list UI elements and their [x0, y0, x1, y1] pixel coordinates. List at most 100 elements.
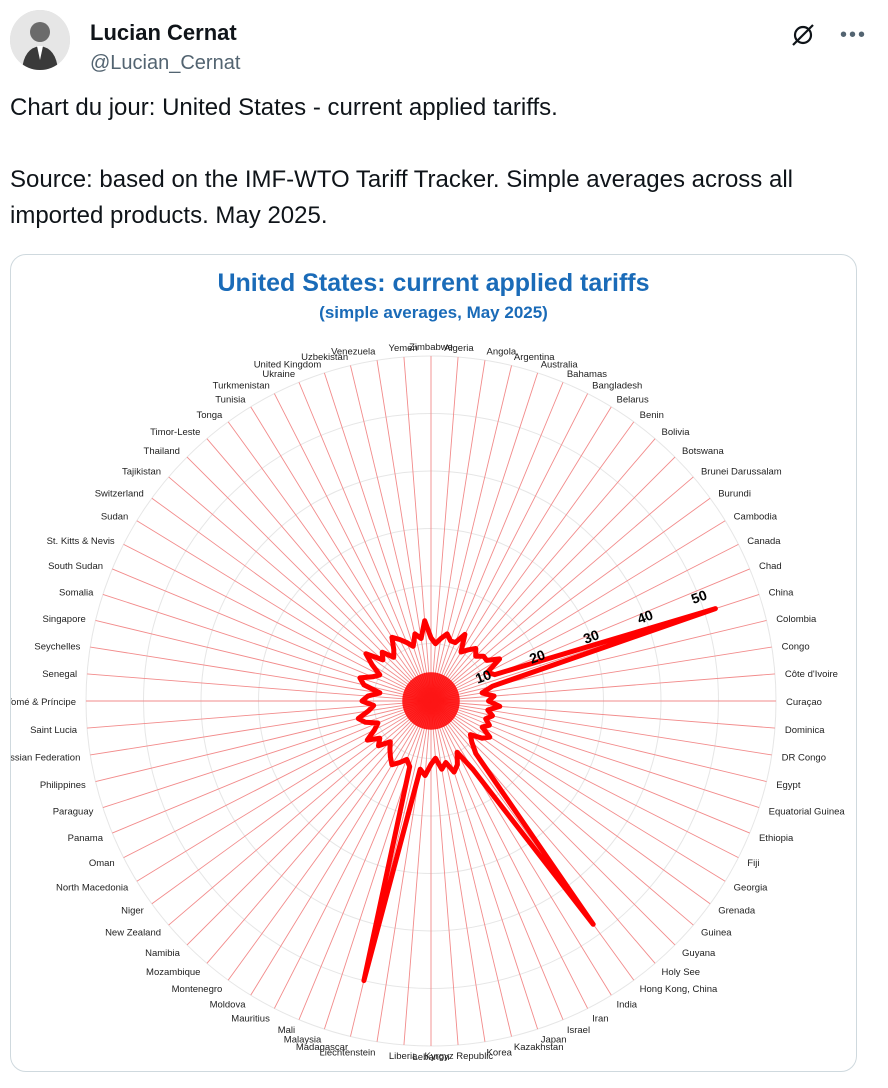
more-dots-icon[interactable]: ••• — [840, 24, 868, 46]
data-point — [373, 728, 377, 732]
data-point — [480, 691, 484, 695]
data-point — [487, 699, 490, 703]
spoke — [430, 700, 539, 1030]
data-point — [356, 716, 360, 720]
data-point — [455, 750, 459, 754]
data-point — [366, 694, 370, 698]
data-point — [365, 738, 369, 742]
data-point — [413, 632, 417, 636]
r-tick-label: 50 — [689, 587, 709, 607]
category-label: Panama — [68, 833, 104, 844]
category-label: Thailand — [144, 446, 180, 457]
category-label: Benin — [640, 410, 664, 421]
category-label: Russian Federation — [11, 753, 80, 764]
spoke — [430, 438, 656, 702]
tweet-text-line2: Source: based on the IMF-WTO Tariff Trac… — [10, 166, 793, 229]
spoke — [403, 357, 432, 702]
category-label: United Kingdom — [254, 359, 322, 370]
avatar-photo-icon — [10, 10, 70, 70]
spoke — [323, 372, 432, 702]
category-label: Fiji — [747, 858, 759, 869]
data-point — [491, 714, 495, 718]
data-point — [485, 670, 489, 674]
spoke — [151, 497, 432, 702]
data-point — [449, 639, 453, 643]
data-point — [405, 757, 409, 761]
spoke — [430, 372, 539, 702]
spoke — [136, 700, 432, 882]
category-label: Guinea — [701, 928, 732, 939]
spoke — [430, 700, 767, 782]
data-point — [480, 736, 484, 740]
data-point — [360, 699, 364, 703]
data-point — [468, 733, 472, 737]
spoke — [430, 382, 564, 702]
category-label: Australia — [541, 359, 579, 370]
grok-slash-icon[interactable] — [790, 22, 816, 48]
data-point — [380, 650, 384, 654]
data-point — [480, 725, 484, 729]
spoke — [430, 365, 512, 702]
spoke — [430, 700, 760, 809]
data-point — [370, 663, 374, 667]
category-label: Liechtenstein — [319, 1048, 375, 1059]
author-handle[interactable]: @Lucian_Cernat — [90, 52, 241, 74]
category-label: Egypt — [776, 780, 801, 791]
data-point — [423, 774, 427, 778]
avatar[interactable] — [10, 10, 70, 70]
data-point — [398, 760, 402, 764]
category-label: Angola — [487, 346, 517, 357]
data-point — [459, 650, 463, 654]
category-label: Seychelles — [34, 641, 80, 652]
tweet-header: Lucian Cernat @Lucian_Cernat ••• — [10, 10, 888, 74]
category-label: Switzerland — [95, 488, 144, 499]
data-point — [452, 770, 456, 774]
category-label: Singapore — [42, 614, 85, 625]
data-point — [471, 768, 475, 772]
spoke — [430, 700, 739, 859]
category-label: Dominica — [785, 725, 825, 736]
data-point — [381, 658, 385, 662]
data-point — [362, 979, 366, 983]
data-point — [463, 632, 467, 636]
data-point — [434, 756, 438, 760]
tweet-media-chart[interactable]: 10 20 30 40 50 Zimbabwe Algeria Angola Argentina… — [10, 254, 857, 1072]
spoke — [430, 700, 750, 834]
spoke — [112, 568, 432, 702]
spoke — [430, 700, 564, 1020]
spoke — [403, 700, 432, 1045]
category-label: Korea — [487, 1048, 513, 1059]
data-point — [371, 675, 375, 679]
data-point — [444, 761, 448, 765]
category-label: Hong Kong, China — [640, 984, 718, 995]
hub — [402, 672, 460, 730]
category-label: Montenegro — [172, 984, 223, 995]
data-point — [398, 638, 402, 642]
spoke — [186, 456, 432, 702]
data-point — [372, 704, 376, 708]
data-point — [713, 607, 717, 611]
data-point — [470, 740, 474, 744]
category-label: St. Kitts & Nevis — [47, 536, 115, 547]
category-label: Equatorial Guinea — [769, 807, 846, 818]
data-point — [487, 723, 491, 727]
category-label: Argentina — [514, 352, 555, 363]
category-label: Holy See — [662, 967, 701, 978]
category-label: Saint Lucia — [30, 725, 78, 736]
data-point — [591, 922, 595, 926]
data-point — [498, 657, 502, 661]
spoke — [430, 360, 486, 702]
category-label: Sudan — [101, 512, 128, 523]
spoke — [430, 700, 656, 964]
data-point — [492, 694, 496, 698]
spoke — [186, 700, 432, 946]
spoke — [430, 568, 750, 702]
data-point — [390, 763, 394, 767]
chart-subtitle: (simple averages, May 2025) — [319, 303, 548, 322]
data-point — [358, 676, 362, 680]
author-name[interactable]: Lucian Cernat — [90, 20, 237, 45]
data-point — [498, 704, 502, 708]
data-point — [455, 763, 459, 767]
r-tick-label: 10 — [473, 666, 493, 686]
category-label: Ukraine — [262, 369, 295, 380]
